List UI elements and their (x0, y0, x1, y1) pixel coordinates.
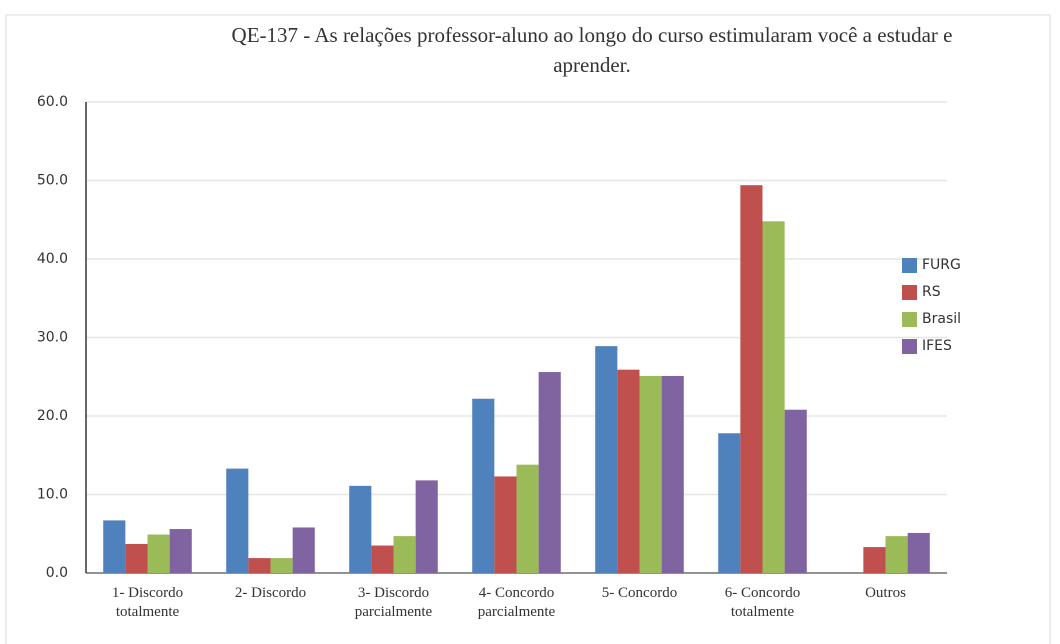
bar (885, 536, 908, 573)
bar (270, 558, 293, 573)
legend-label: RS (922, 284, 941, 300)
bar (740, 185, 763, 573)
bar (639, 375, 662, 573)
bar (762, 221, 785, 573)
y-tick-label: 10.0 (37, 487, 68, 503)
y-tick-label: 30.0 (37, 330, 68, 346)
bar (103, 520, 126, 573)
chart-title: QE-137 - As relações professor-aluno ao … (231, 23, 953, 77)
legend-swatch (902, 312, 917, 327)
legend-swatch (902, 285, 917, 300)
bar (538, 372, 561, 573)
x-tick-label: 5- Concordo (601, 585, 678, 601)
bar (349, 485, 372, 573)
legend-label: FURG (922, 257, 961, 273)
bar (863, 547, 886, 573)
bar (248, 558, 271, 573)
bar (415, 480, 438, 573)
bar (472, 398, 495, 573)
bar (595, 346, 618, 573)
x-tick-label: 6- Concordo totalmente (724, 585, 801, 620)
bar (169, 529, 192, 573)
bar (907, 532, 930, 573)
bar (226, 468, 249, 573)
bar (292, 527, 315, 573)
bar (125, 543, 148, 573)
x-tick-label: 4- Concordo parcialmente (477, 585, 556, 620)
bar (617, 369, 640, 573)
bar (393, 536, 416, 573)
x-tick-label: 3- Discordo parcialmente (354, 585, 433, 620)
bar (147, 534, 170, 573)
bar (494, 476, 517, 573)
legend-swatch (902, 339, 917, 354)
x-tick-label: 1- Discordo totalmente (111, 585, 184, 620)
x-tick-label: Outros (865, 585, 906, 601)
y-tick-label: 40.0 (37, 251, 68, 267)
bar (516, 464, 539, 573)
y-tick-label: 60.0 (37, 94, 68, 110)
y-tick-label: 20.0 (37, 408, 68, 424)
bar (784, 409, 807, 573)
y-tick-label: 50.0 (37, 173, 68, 189)
legend-swatch (902, 258, 917, 273)
bar (371, 545, 394, 573)
bar (661, 375, 684, 573)
y-tick-label: 0.0 (46, 565, 68, 581)
bar (718, 433, 741, 573)
legend-label: Brasil (922, 311, 961, 327)
x-tick-label: 2- Discordo (234, 585, 307, 601)
legend-label: IFES (922, 338, 952, 354)
frame (5, 14, 1051, 644)
